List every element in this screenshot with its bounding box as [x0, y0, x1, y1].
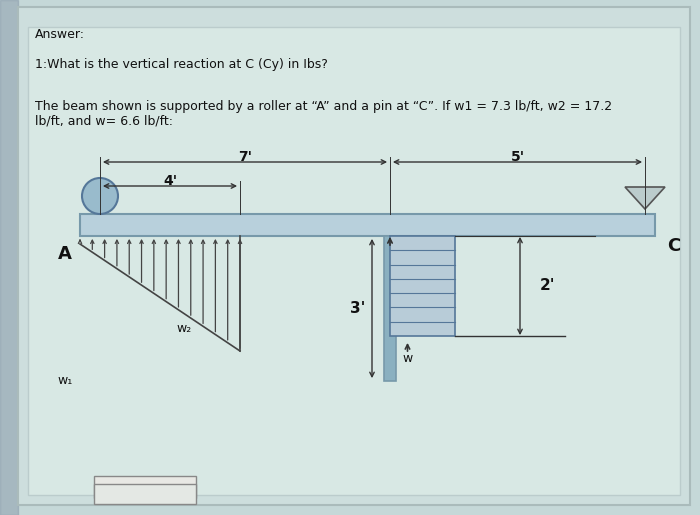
FancyBboxPatch shape	[18, 7, 690, 505]
Text: w₁: w₁	[57, 374, 73, 387]
Text: 1:What is the vertical reaction at C (Cy) in Ibs?: 1:What is the vertical reaction at C (Cy…	[35, 58, 328, 71]
Text: 4': 4'	[163, 174, 177, 188]
FancyBboxPatch shape	[94, 476, 196, 498]
FancyBboxPatch shape	[80, 214, 655, 236]
Text: 3': 3'	[350, 301, 365, 316]
Text: The beam shown is supported by a roller at “A” and a pin at “C”. If w1 = 7.3 lb/: The beam shown is supported by a roller …	[35, 100, 612, 128]
FancyBboxPatch shape	[390, 236, 455, 336]
Text: 5': 5'	[510, 150, 524, 164]
Text: 2': 2'	[540, 279, 556, 294]
Text: w: w	[402, 352, 412, 365]
Text: A: A	[58, 245, 72, 263]
Text: C: C	[667, 237, 680, 255]
Text: Answer:: Answer:	[35, 28, 85, 41]
Text: w₂: w₂	[176, 322, 192, 335]
Polygon shape	[625, 187, 665, 209]
Text: 7': 7'	[238, 150, 252, 164]
FancyBboxPatch shape	[384, 236, 396, 381]
FancyBboxPatch shape	[28, 27, 680, 495]
FancyBboxPatch shape	[94, 484, 196, 504]
Circle shape	[82, 178, 118, 214]
